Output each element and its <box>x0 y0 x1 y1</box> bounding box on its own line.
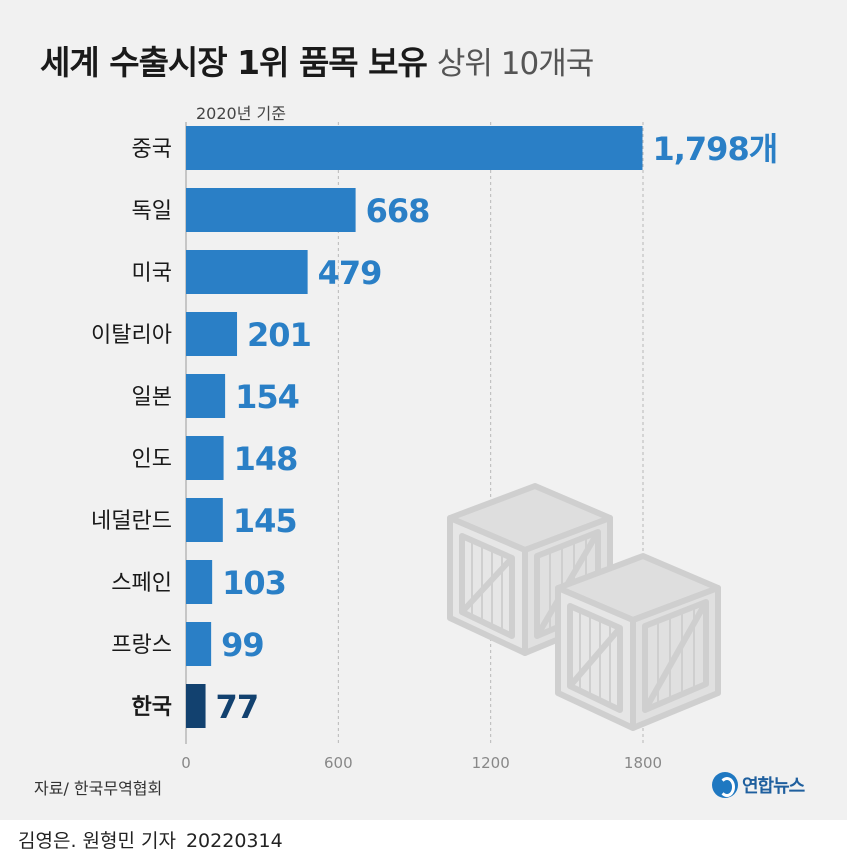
bar <box>186 374 226 418</box>
category-label: 이탈리아 <box>91 323 172 348</box>
data-label: 201 <box>247 316 311 354</box>
data-label: 154 <box>235 378 299 416</box>
category-label: 일본 <box>132 385 172 410</box>
credit-authors: 김영은. 원형민 기자 <box>18 830 176 852</box>
data-label: 668 <box>366 192 430 230</box>
data-label: 148 <box>234 440 298 478</box>
title-main: 세계 수출시장 1위 품목 보유 <box>40 43 428 82</box>
x-tick-label: 1800 <box>624 754 662 772</box>
x-tick-label: 1200 <box>472 754 510 772</box>
bar <box>186 126 643 170</box>
category-label: 스페인 <box>111 571 172 596</box>
x-tick-label: 0 <box>181 754 191 772</box>
crate-icon <box>555 553 721 731</box>
category-label: 독일 <box>132 199 172 224</box>
bar <box>186 498 223 542</box>
logo-text: 연합뉴스 <box>742 776 805 797</box>
category-label: 미국 <box>132 261 172 286</box>
data-label: 99 <box>221 626 264 664</box>
data-label: 145 <box>233 502 297 540</box>
yonhap-logo-icon <box>712 772 738 798</box>
bar <box>186 622 212 666</box>
data-label: 103 <box>222 564 286 602</box>
bar <box>186 560 213 604</box>
category-label: 한국 <box>132 695 172 720</box>
category-label: 인도 <box>132 447 172 472</box>
chart-title: 세계 수출시장 1위 품목 보유 상위 10개국 <box>40 36 594 86</box>
credit-line: 김영은. 원형민 기자 20220314 <box>18 826 283 853</box>
bar <box>186 250 308 294</box>
chart-subtitle: 2020년 기준 <box>196 104 286 123</box>
bar <box>186 188 356 232</box>
data-label: 1,798개 <box>652 130 777 168</box>
data-label: 479 <box>318 254 382 292</box>
bar <box>186 684 206 728</box>
category-label: 중국 <box>132 137 172 162</box>
x-tick-label: 600 <box>324 754 353 772</box>
crate-illustration <box>447 483 721 731</box>
bar <box>186 312 238 356</box>
category-label: 네덜란드 <box>91 509 172 534</box>
title-sub: 상위 10개국 <box>436 46 594 82</box>
credit-date: 20220314 <box>185 830 283 852</box>
yonhap-logo: 연합뉴스 <box>712 768 805 802</box>
bar <box>186 436 224 480</box>
source-note: 자료/ 한국무역협회 <box>34 779 163 798</box>
category-label: 프랑스 <box>111 633 172 658</box>
data-label: 77 <box>216 688 259 726</box>
